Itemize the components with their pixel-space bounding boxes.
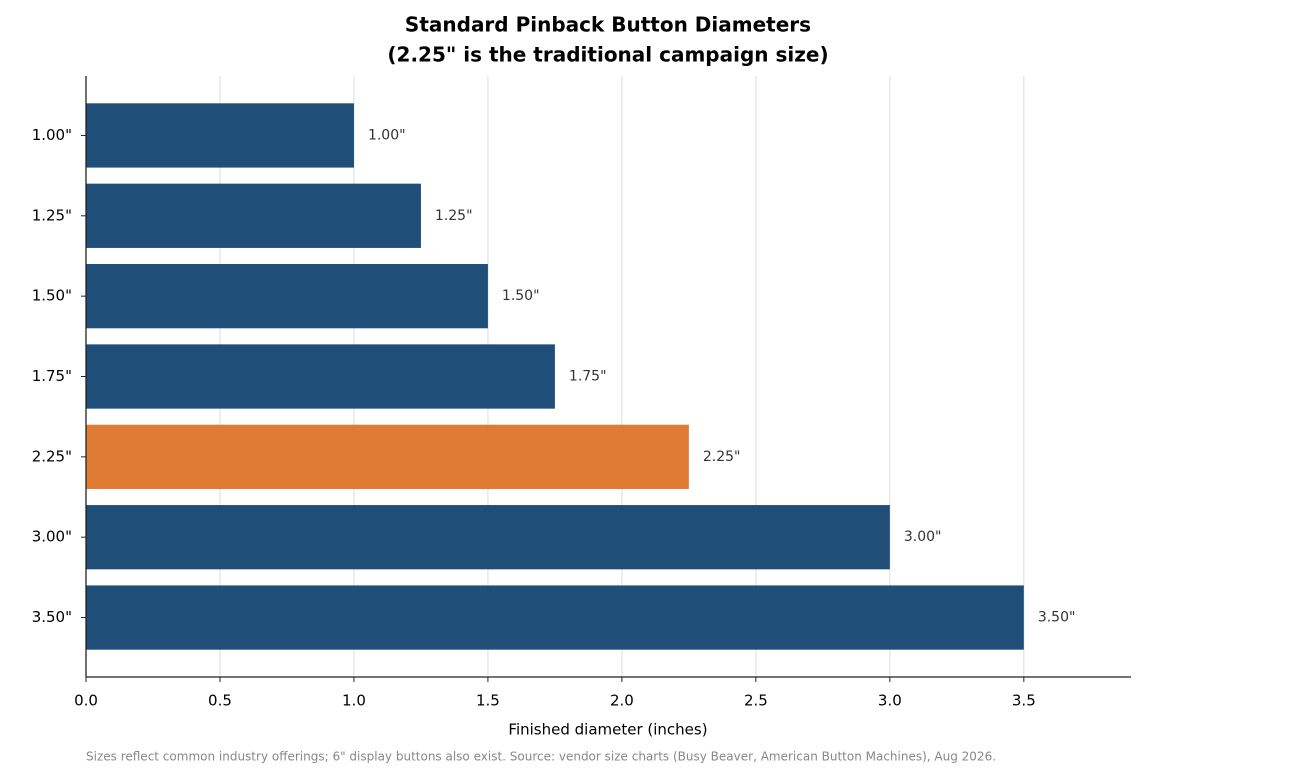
value-label: 1.50" <box>502 288 540 304</box>
x-tick-label: 1.5 <box>476 692 500 710</box>
y-tick-label: 1.00" <box>32 126 72 144</box>
y-tick-label: 1.75" <box>32 367 72 385</box>
bar <box>86 103 354 168</box>
bar <box>86 344 555 409</box>
bar <box>86 183 421 248</box>
bar <box>86 585 1024 650</box>
y-tick-label: 3.00" <box>32 528 72 546</box>
x-axis-label: Finished diameter (inches) <box>508 721 707 739</box>
bar <box>86 505 890 570</box>
value-label: 1.75" <box>569 369 607 385</box>
x-tick-label: 2.5 <box>744 692 768 710</box>
x-tick-label: 3.0 <box>878 692 902 710</box>
x-tick-label: 1.0 <box>342 692 366 710</box>
y-tick-label: 1.25" <box>32 206 72 224</box>
y-tick-label: 2.25" <box>32 447 72 465</box>
chart-title: Standard Pinback Button Diameters <box>405 13 811 37</box>
value-label: 2.25" <box>703 449 741 465</box>
value-label: 1.00" <box>368 127 406 143</box>
value-label: 1.25" <box>435 208 473 224</box>
bar <box>86 424 689 489</box>
bar <box>86 264 488 329</box>
y-tick-label: 1.50" <box>32 287 72 305</box>
y-tick-label: 3.50" <box>32 608 72 626</box>
x-tick-label: 3.5 <box>1012 692 1036 710</box>
footnote: Sizes reflect common industry offerings;… <box>86 750 996 764</box>
x-tick-label: 2.0 <box>610 692 634 710</box>
value-label: 3.00" <box>904 529 942 545</box>
x-tick-label: 0.0 <box>74 692 98 710</box>
chart-title: (2.25" is the traditional campaign size) <box>387 43 828 67</box>
x-tick-label: 0.5 <box>208 692 232 710</box>
value-label: 3.50" <box>1038 610 1076 626</box>
